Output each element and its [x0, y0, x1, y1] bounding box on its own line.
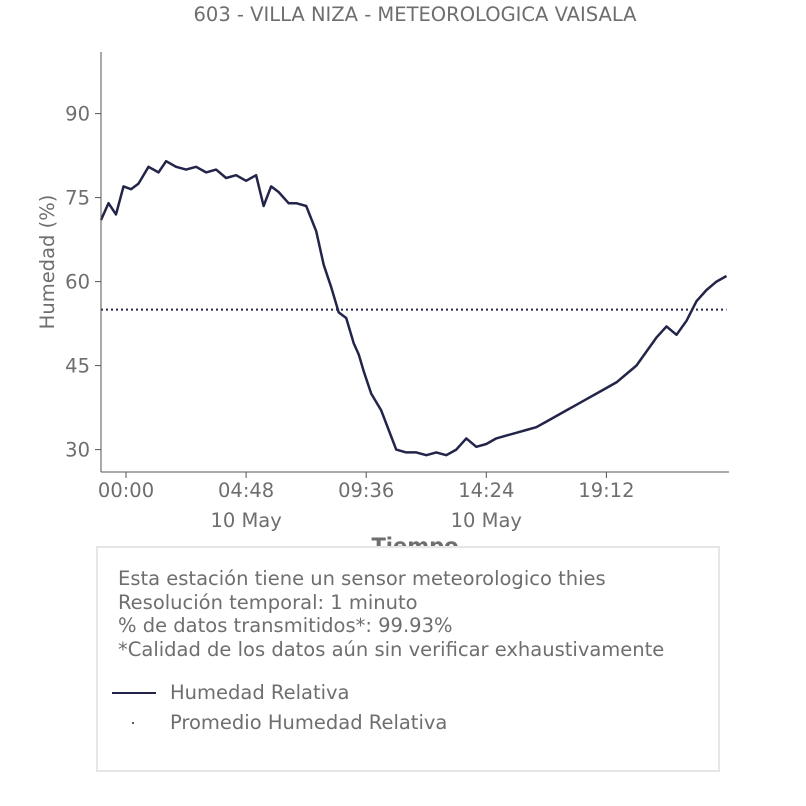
y-ticks: 90 75 60 45 30 [65, 103, 101, 462]
x-axis-label: Tiempo [371, 534, 458, 546]
x-tick-label: 09:36 [338, 479, 394, 502]
info-line-sensor: Esta estación tiene un sensor meteorolog… [118, 567, 606, 590]
y-tick-label: 30 [65, 439, 90, 462]
y-tick-label: 45 [65, 355, 90, 378]
y-axis-label: Humedad (%) [36, 195, 59, 330]
x-tick-sublabel: 10 May [451, 509, 522, 532]
humidity-chart: 603 - VILLA NIZA - METEOROLOGICA VAISALA… [36, 3, 729, 546]
info-line-resolution: Resolución temporal: 1 minuto [118, 591, 418, 614]
x-tick-label: 04:48 [218, 479, 274, 502]
y-tick-label: 90 [65, 103, 90, 126]
x-tick-label: 19:12 [578, 479, 634, 502]
chart-title: 603 - VILLA NIZA - METEOROLOGICA VAISALA [194, 3, 638, 26]
info-line-quality: *Calidad de los datos aún sin verificar … [118, 638, 665, 661]
series-line-humedad-relativa [99, 159, 728, 457]
legend-solid-line-icon [112, 692, 156, 694]
x-tick-label: 14:24 [458, 479, 514, 502]
legend-label: Promedio Humedad Relativa [170, 711, 448, 734]
info-line-transmitted: % de datos transmitidos*: 99.93% [118, 614, 453, 637]
x-ticks: 00:00 04:48 10 May 09:36 14:24 10 May 19:12 [98, 472, 635, 532]
x-tick-sublabel: 10 May [210, 509, 281, 532]
plot-area [99, 159, 728, 457]
y-tick-label: 60 [65, 271, 90, 294]
legend-dot-icon [132, 722, 134, 724]
legend-label: Humedad Relativa [170, 681, 350, 704]
info-box: Esta estación tiene un sensor meteorolog… [96, 546, 720, 772]
y-tick-label: 75 [65, 187, 90, 210]
x-tick-label: 00:00 [98, 479, 154, 502]
